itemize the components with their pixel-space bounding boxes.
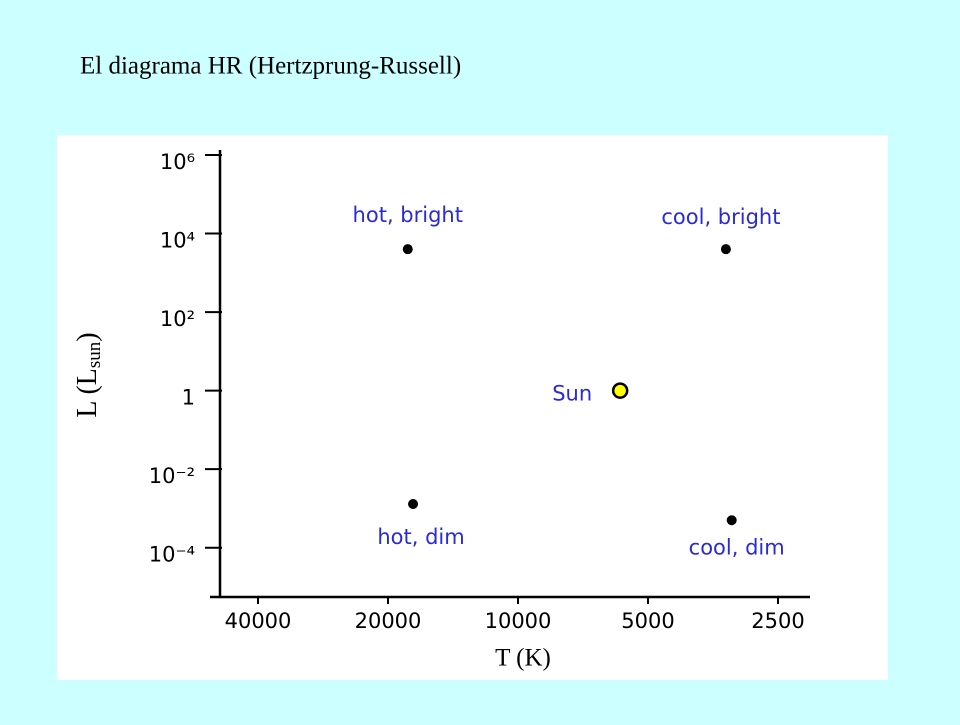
y-label-sub: sun (84, 341, 105, 368)
x-tick-label: 2500 (751, 609, 804, 633)
y-tick-label: 10⁶ (160, 150, 195, 174)
point-label: hot, bright (353, 203, 463, 227)
y-tick-label: 10⁻² (149, 464, 195, 488)
y-axis-label: L (Lsun) (72, 332, 105, 417)
star-point (408, 498, 419, 509)
y-tick-label: 1 (182, 386, 195, 410)
star-point (720, 244, 731, 255)
point-label: Sun (552, 382, 592, 406)
chart-panel (57, 135, 888, 680)
x-tick-label: 40000 (225, 609, 292, 633)
star-point (611, 382, 629, 399)
y-tick-label: 10² (160, 307, 195, 331)
point-label: hot, dim (377, 525, 464, 549)
slide-title: El diagrama HR (Hertzprung-Russell) (80, 53, 461, 80)
x-axis-label: T (K) (495, 645, 551, 672)
y-tick-label: 10⁴ (160, 229, 195, 253)
point-label: cool, dim (689, 535, 785, 559)
y-tick-label: 10⁻⁴ (149, 543, 195, 567)
y-label-main: L (L (72, 368, 103, 418)
x-tick-label: 10000 (485, 609, 552, 633)
star-point (402, 244, 413, 255)
x-tick-label: 20000 (355, 609, 422, 633)
point-label: cool, bright (661, 205, 780, 229)
y-label-end: ) (72, 332, 103, 341)
x-tick-label: 5000 (621, 609, 674, 633)
star-point (726, 515, 737, 526)
